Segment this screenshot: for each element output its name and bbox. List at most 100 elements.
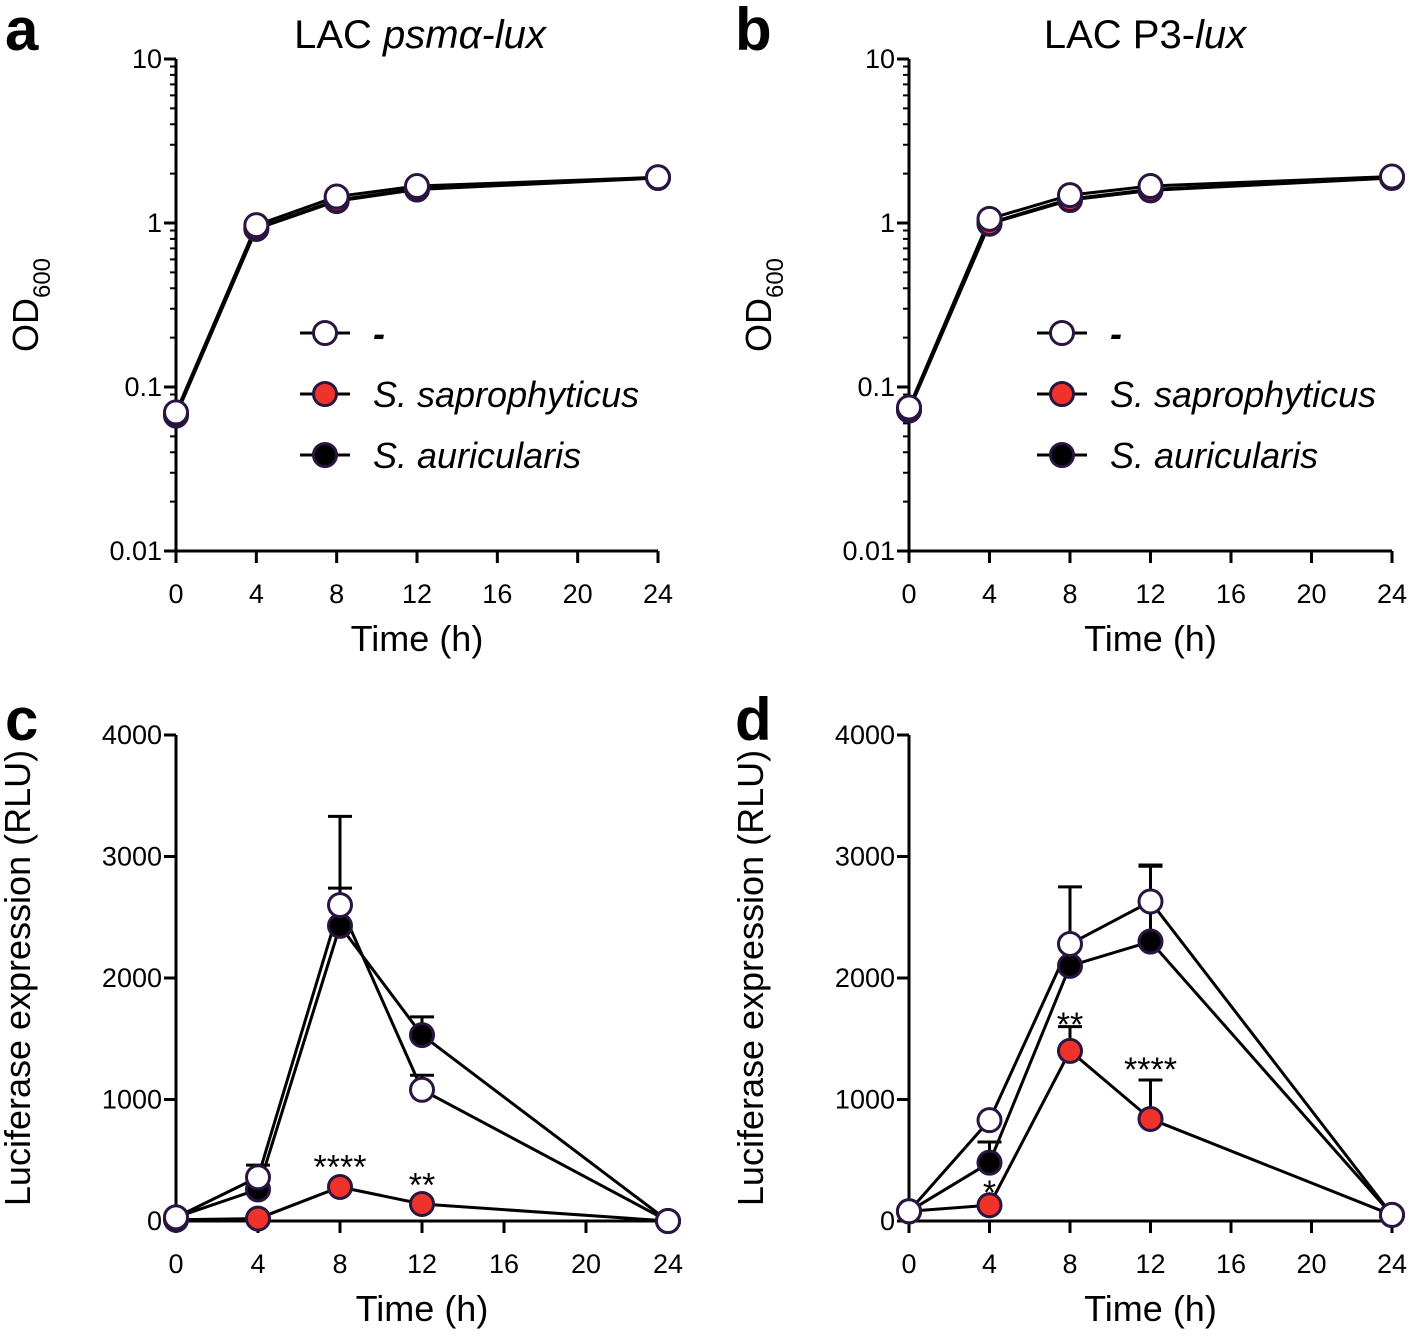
legend-marker xyxy=(312,320,338,346)
x-tick-label: 4 xyxy=(249,579,264,609)
x-tick-label: 16 xyxy=(1216,1249,1246,1279)
chart-title-plain: LAC P3- xyxy=(1044,13,1195,57)
x-tick-label: 24 xyxy=(653,1249,683,1279)
y-tick-label: 0.01 xyxy=(109,536,162,566)
y-axis-label: Luciferase expression (RLU) xyxy=(0,750,38,1206)
y-tick-label: 3000 xyxy=(102,842,162,872)
y-tick-label: 10 xyxy=(132,44,162,74)
legend-marker xyxy=(1049,320,1075,346)
panel-c: c 0 1000 2000 3000 4000 0 4 8 12 16 20 24 Time (h) Luc… xyxy=(0,686,683,1329)
x-tick-label: 24 xyxy=(1377,1249,1407,1279)
x-tick-label: 12 xyxy=(1135,579,1165,609)
y-axis-label-main: Luciferase expression (RLU) xyxy=(730,750,771,1206)
chart-title-italic: psmα-lux xyxy=(382,13,548,57)
panel-letter: a xyxy=(5,0,39,63)
chart-title-plain: LAC xyxy=(294,13,383,57)
legend-marker xyxy=(312,381,338,407)
x-tick-label: 12 xyxy=(407,1249,437,1279)
x-axis-label: Time (h) xyxy=(1084,618,1217,659)
y-tick-label: 3000 xyxy=(835,842,895,872)
data-point-series-0 xyxy=(1057,930,1083,957)
data-point-series-0 xyxy=(1137,888,1164,915)
y-axis-label-main: OD xyxy=(738,298,779,352)
y-tick-label: 4000 xyxy=(835,720,895,750)
panel-a: a LAC psmα-lux 0.01 0.1 1 10 0 4 8 12 16 20 24 Time (… xyxy=(5,0,673,659)
x-tick-label: 0 xyxy=(901,1249,916,1279)
x-tick-label: 8 xyxy=(329,579,344,609)
data-point-series-1 xyxy=(1137,1105,1164,1132)
data-point-series-0 xyxy=(976,205,1003,232)
x-tick-label: 16 xyxy=(1216,579,1246,609)
significance-annotation: **** xyxy=(1124,1051,1177,1089)
data-point-series-0 xyxy=(163,399,189,426)
x-axis-label: Time (h) xyxy=(356,1288,489,1329)
significance-annotation: ** xyxy=(1057,1006,1083,1044)
data-point-series-0 xyxy=(323,183,350,210)
y-axis-label: Luciferase expression (RLU) xyxy=(730,750,771,1206)
significance-annotation: **** xyxy=(314,1148,367,1186)
legend: - S. saprophyticus S. auricularis xyxy=(300,313,639,476)
significance-annotation: * xyxy=(983,1174,996,1212)
x-tick-label: 16 xyxy=(482,579,512,609)
legend-label: S. auricularis xyxy=(373,435,581,476)
x-tick-label: 8 xyxy=(1062,1249,1077,1279)
data-point-series-0 xyxy=(243,212,270,239)
y-tick-label: 2000 xyxy=(102,963,162,993)
legend-marker xyxy=(1049,442,1075,468)
data-point-series-1 xyxy=(245,1205,271,1232)
x-tick-label: 0 xyxy=(168,579,183,609)
y-tick-label: 0.1 xyxy=(857,372,895,402)
data-point-series-0 xyxy=(1379,163,1405,190)
x-tick-label: 8 xyxy=(332,1249,347,1279)
data-point-series-2 xyxy=(976,1149,1003,1176)
panel-letter: b xyxy=(735,0,772,63)
y-tick-label: 1 xyxy=(880,208,895,238)
x-tick-label: 4 xyxy=(982,1249,997,1279)
y-tick-label: 1000 xyxy=(835,1085,895,1115)
x-tick-label: 0 xyxy=(168,1249,183,1279)
x-tick-label: 4 xyxy=(982,579,997,609)
data-point-series-1 xyxy=(976,1192,1003,1219)
x-tick-label: 16 xyxy=(489,1249,519,1279)
x-tick-label: 20 xyxy=(1296,1249,1326,1279)
y-axis-label: OD600 xyxy=(738,258,789,352)
data-point-series-0 xyxy=(655,1208,681,1234)
data-point-series-0 xyxy=(1379,1201,1405,1228)
y-axis-label-main: Luciferase expression (RLU) xyxy=(0,750,38,1206)
chart-title: LAC psmα-lux xyxy=(294,13,548,57)
y-axis-label: OD600 xyxy=(5,258,56,352)
y-tick-label: 0.1 xyxy=(124,372,162,402)
panel-letter: d xyxy=(735,686,772,753)
legend-label: S. auricularis xyxy=(1110,435,1318,476)
y-tick-label: 1 xyxy=(147,208,162,238)
x-axis-label: Time (h) xyxy=(1084,1288,1217,1329)
data-point-series-0 xyxy=(163,1204,189,1231)
y-tick-label: 0.01 xyxy=(842,536,895,566)
data-point-series-0 xyxy=(404,173,430,200)
data-point-series-0 xyxy=(1137,173,1164,200)
y-axis-label-main: OD xyxy=(5,298,46,352)
data-point-series-0 xyxy=(896,1198,922,1225)
x-tick-label: 20 xyxy=(1296,579,1326,609)
legend-marker xyxy=(312,442,338,468)
data-point-series-1 xyxy=(1057,1037,1083,1064)
x-tick-label: 12 xyxy=(402,579,432,609)
y-tick-label: 4000 xyxy=(102,720,162,750)
panel-b: b LAC P3-lux 0.01 0.1 1 10 0 4 8 12 16 20 24 Time (h)… xyxy=(735,0,1407,659)
legend-label: - xyxy=(1110,313,1122,354)
legend: - S. saprophyticus S. auricularis xyxy=(1037,313,1376,476)
data-point-series-2 xyxy=(1057,952,1083,979)
x-tick-label: 20 xyxy=(571,1249,601,1279)
data-point-series-1 xyxy=(409,1190,435,1217)
x-axis-label: Time (h) xyxy=(351,618,484,659)
data-point-series-0 xyxy=(896,394,922,421)
y-tick-label: 0 xyxy=(147,1206,162,1236)
data-point-series-0 xyxy=(245,1164,271,1191)
panel-d: d 0 1000 2000 3000 4000 0 4 8 12 16 20 24 Time (h) Luc… xyxy=(730,686,1407,1329)
data-point-series-0 xyxy=(409,1076,435,1103)
legend-label: S. saprophyticus xyxy=(373,374,639,415)
y-axis-label-subscript: 600 xyxy=(29,258,56,298)
data-point-series-0 xyxy=(645,164,671,191)
y-tick-label: 2000 xyxy=(835,963,895,993)
